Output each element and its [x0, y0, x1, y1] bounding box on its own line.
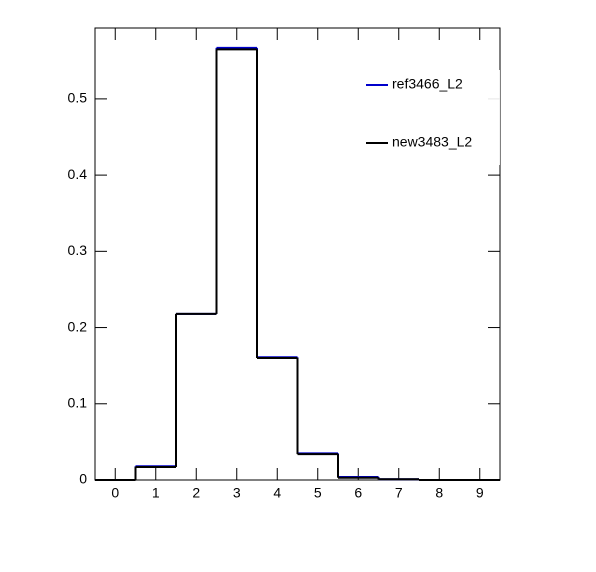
- legend-label: new3483_L2: [392, 134, 472, 150]
- y-tick-label: 0: [79, 471, 87, 487]
- x-tick-label: 8: [435, 485, 443, 501]
- y-tick-label: 0.3: [68, 242, 88, 258]
- x-tick-label: 1: [152, 485, 160, 501]
- y-tick-label: 0.2: [68, 318, 88, 334]
- x-tick-label: 4: [273, 485, 281, 501]
- x-tick-label: 9: [476, 485, 484, 501]
- x-tick-label: 0: [111, 485, 119, 501]
- legend-label: ref3466_L2: [392, 76, 463, 92]
- x-tick-label: 2: [192, 485, 200, 501]
- x-tick-label: 7: [395, 485, 403, 501]
- x-tick-label: 5: [314, 485, 322, 501]
- y-tick-label: 0.5: [68, 90, 88, 106]
- plot-frame: [94, 27, 501, 481]
- x-tick-label: 3: [233, 485, 241, 501]
- y-tick-label: 0.1: [68, 394, 88, 410]
- x-tick-label: 6: [354, 485, 362, 501]
- y-tick-label: 0.4: [68, 166, 88, 182]
